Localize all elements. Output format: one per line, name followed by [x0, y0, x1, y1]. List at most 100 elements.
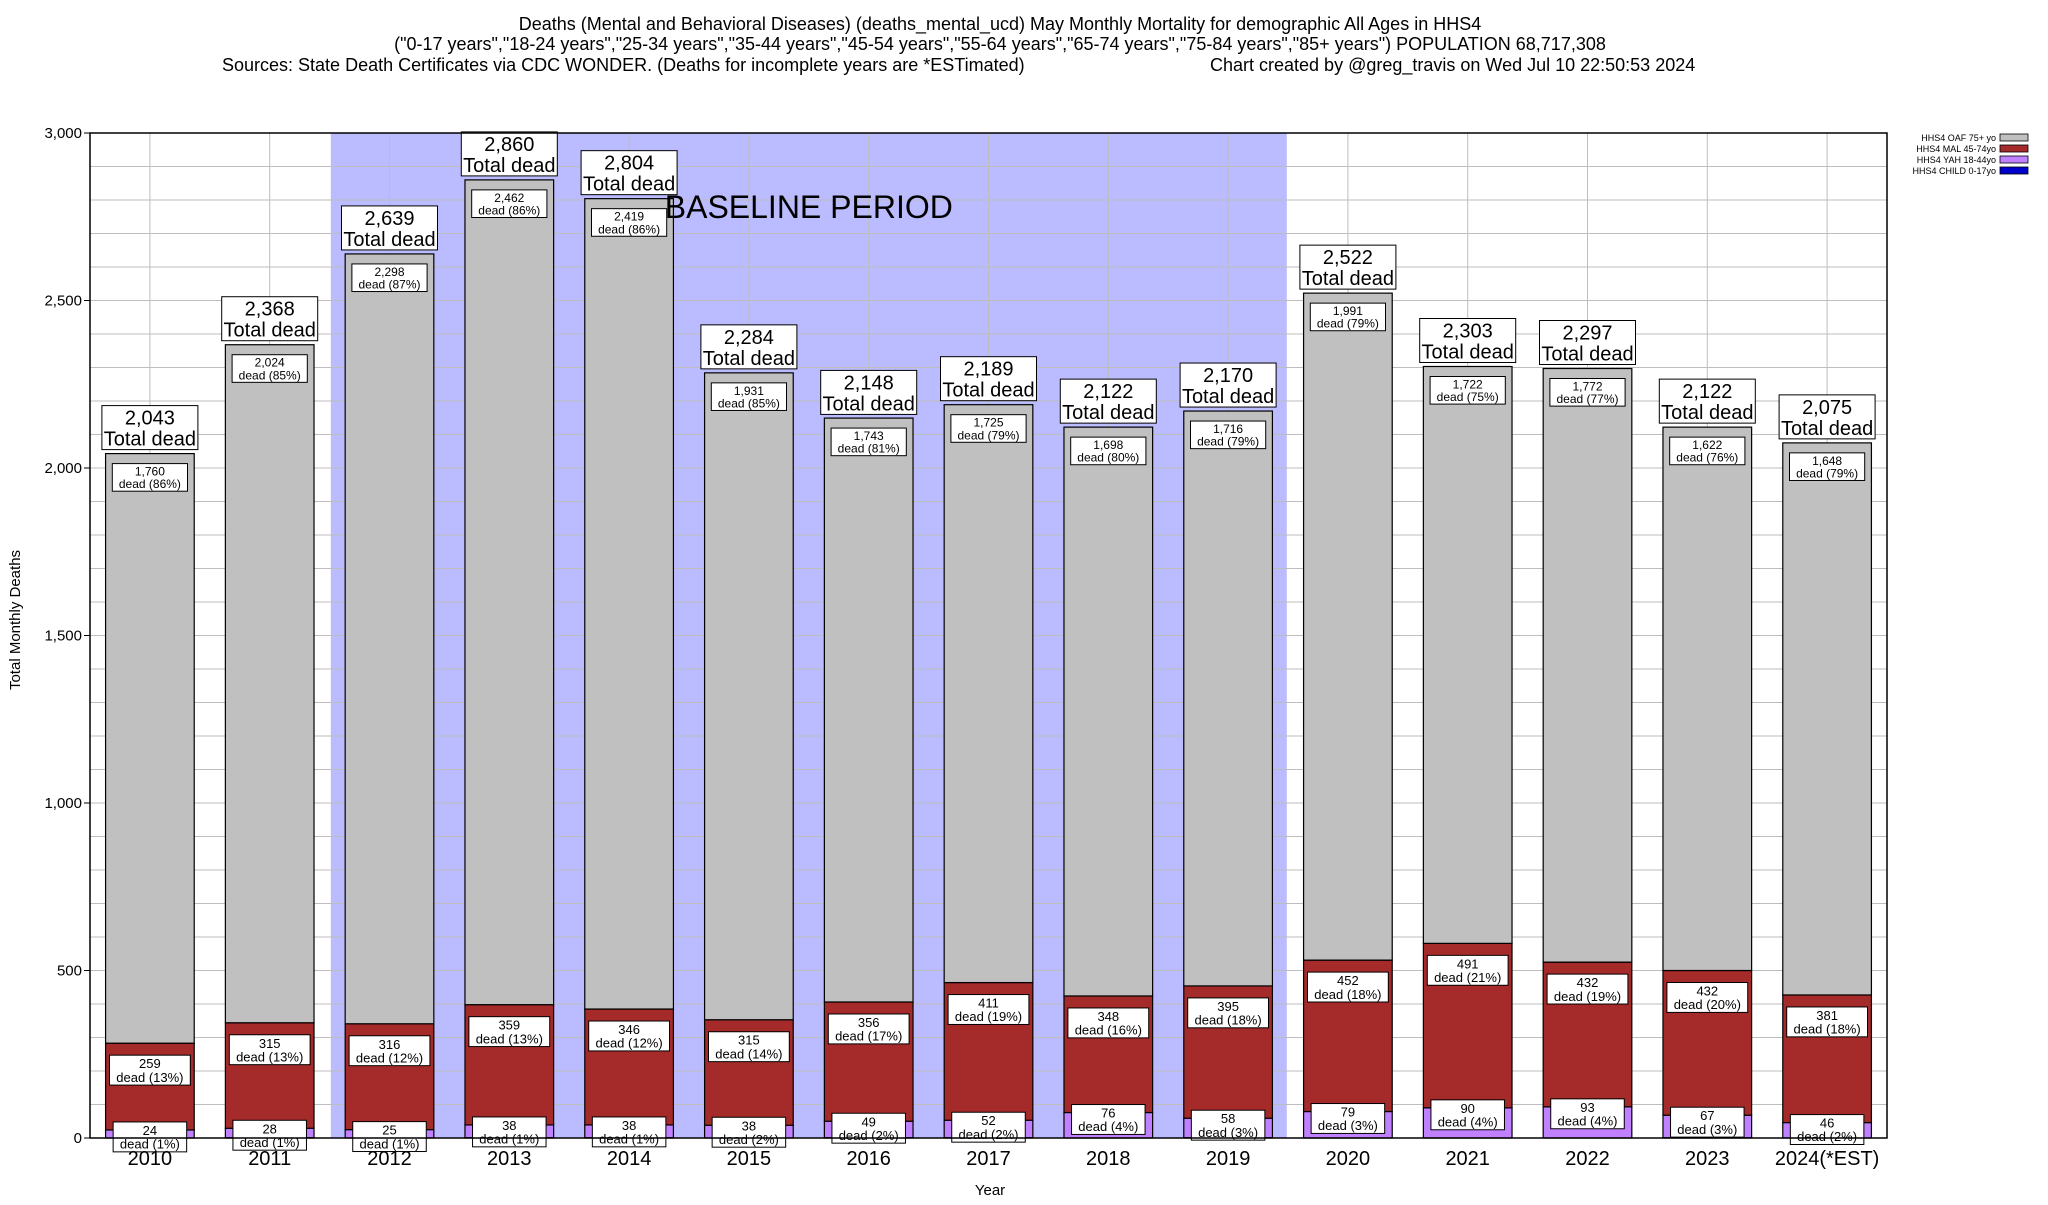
bar-segment	[824, 418, 913, 1002]
oaf-label-pct: dead (86%)	[598, 222, 660, 236]
oaf-label-pct: dead (87%)	[358, 278, 420, 292]
mal-label-pct: dead (21%)	[1434, 970, 1501, 985]
y-tick-label: 1,500	[44, 628, 82, 645]
bar-segment	[106, 454, 195, 1044]
x-tick-label: 2018	[1086, 1148, 1131, 1170]
x-tick-label: 2019	[1206, 1148, 1251, 1170]
chart-credit: Chart created by @greg_travis on Wed Jul…	[1210, 55, 1695, 76]
x-tick-label: 2020	[1326, 1148, 1371, 1170]
legend-swatch	[2000, 145, 2028, 152]
total-label-value: 2,284	[724, 327, 774, 349]
bar-segment	[1064, 427, 1153, 996]
mal-label-pct: dead (17%)	[835, 1029, 902, 1044]
total-label-suffix: Total dead	[942, 380, 1034, 402]
oaf-label-pct: dead (86%)	[478, 204, 540, 218]
y-tick-label: 2,000	[44, 460, 82, 477]
legend-label: HHS4 MAL 45-74yo	[1916, 144, 1996, 154]
bar-segment	[225, 345, 314, 1023]
oaf-label-pct: dead (76%)	[1676, 451, 1738, 465]
legend-swatch	[2000, 156, 2028, 163]
yah-label-pct: dead (3%)	[1677, 1122, 1737, 1137]
yah-label-pct: dead (2%)	[719, 1132, 779, 1147]
total-label-suffix: Total dead	[1541, 344, 1633, 366]
total-label-value: 2,303	[1443, 320, 1493, 342]
total-label-value: 2,122	[1682, 381, 1732, 403]
mal-label-pct: dead (18%)	[1314, 987, 1381, 1002]
total-label-suffix: Total dead	[1302, 268, 1394, 290]
total-label-value: 2,075	[1802, 397, 1852, 419]
total-label-suffix: Total dead	[1182, 386, 1274, 408]
oaf-label-pct: dead (85%)	[718, 396, 780, 410]
total-label-value: 2,804	[604, 153, 654, 175]
mal-label-pct: dead (20%)	[1674, 997, 1741, 1012]
x-tick-label: 2023	[1685, 1148, 1730, 1170]
yah-label-pct: dead (4%)	[1558, 1113, 1618, 1128]
yah-label-pct: dead (2%)	[839, 1128, 899, 1143]
y-tick-label: 0	[74, 1130, 82, 1147]
total-label-value: 2,189	[963, 359, 1013, 381]
bar-segment	[1184, 411, 1273, 986]
oaf-label-pct: dead (79%)	[1796, 466, 1858, 480]
total-label-suffix: Total dead	[1781, 418, 1873, 440]
y-tick-label: 500	[57, 963, 82, 980]
baseline-label: BASELINE PERIOD	[665, 189, 953, 225]
y-axis-label: Total Monthly Deaths	[7, 550, 24, 690]
mal-label-pct: dead (16%)	[1075, 1023, 1142, 1038]
total-label-suffix: Total dead	[343, 229, 435, 251]
yah-label-pct: dead (1%)	[479, 1132, 539, 1147]
bar-segment	[1783, 443, 1872, 995]
yah-label-pct: dead (4%)	[1438, 1115, 1498, 1130]
x-tick-label: 2014	[607, 1148, 652, 1170]
oaf-label-pct: dead (81%)	[838, 442, 900, 456]
total-label-suffix: Total dead	[823, 393, 915, 415]
total-label-suffix: Total dead	[104, 429, 196, 451]
mal-label-pct: dead (14%)	[715, 1046, 782, 1061]
legend-swatch	[2000, 167, 2028, 174]
yah-label-pct: dead (2%)	[1797, 1129, 1857, 1144]
bar-segment	[705, 373, 794, 1020]
yah-label-pct: dead (1%)	[599, 1132, 659, 1147]
y-tick-label: 2,500	[44, 293, 82, 310]
x-tick-label: 2011	[248, 1148, 291, 1170]
oaf-label-pct: dead (79%)	[1197, 435, 1259, 449]
legend-label: HHS4 YAH 18-44yo	[1917, 155, 1996, 165]
total-label-value: 2,860	[484, 134, 534, 156]
legend-swatch	[2000, 134, 2028, 141]
oaf-label-pct: dead (80%)	[1077, 451, 1139, 465]
yah-label-pct: dead (2%)	[959, 1127, 1019, 1142]
legend-label: HHS4 OAF 75+ yo	[1921, 133, 1996, 143]
total-label-value: 2,297	[1562, 323, 1612, 345]
total-label-value: 2,170	[1203, 365, 1253, 387]
mal-label-pct: dead (13%)	[116, 1070, 183, 1085]
x-tick-label: 2024(*EST)	[1775, 1148, 1880, 1170]
total-label-suffix: Total dead	[463, 155, 555, 177]
oaf-label-pct: dead (79%)	[957, 428, 1019, 442]
total-label-suffix: Total dead	[224, 320, 316, 342]
legend-label: HHS4 CHILD 0-17yo	[1912, 166, 1996, 176]
oaf-label-pct: dead (75%)	[1437, 390, 1499, 404]
bar-segment	[1304, 293, 1393, 960]
bar-segment	[1423, 366, 1512, 943]
bar-segment	[345, 254, 434, 1024]
bar-segment	[944, 405, 1033, 983]
y-tick-label: 1,000	[44, 795, 82, 812]
y-tick-label: 3,000	[44, 125, 82, 142]
x-tick-label: 2022	[1565, 1148, 1610, 1170]
bar-segment	[465, 180, 554, 1005]
mal-label-pct: dead (18%)	[1793, 1022, 1860, 1037]
chart-sources: Sources: State Death Certificates via CD…	[222, 55, 1025, 75]
mal-label-pct: dead (12%)	[595, 1036, 662, 1051]
x-tick-label: 2010	[128, 1148, 173, 1170]
total-label-suffix: Total dead	[703, 348, 795, 370]
chart-title-line1: Deaths (Mental and Behavioral Diseases) …	[519, 14, 1481, 35]
chart-title-line2: ("0-17 years","18-24 years","25-34 years…	[394, 34, 1606, 54]
oaf-label-pct: dead (79%)	[1317, 317, 1379, 331]
bar-segment	[1543, 369, 1632, 963]
total-label-value: 2,122	[1083, 381, 1133, 403]
oaf-label-pct: dead (86%)	[119, 477, 181, 491]
oaf-label-pct: dead (85%)	[239, 368, 301, 382]
total-label-suffix: Total dead	[1062, 402, 1154, 424]
